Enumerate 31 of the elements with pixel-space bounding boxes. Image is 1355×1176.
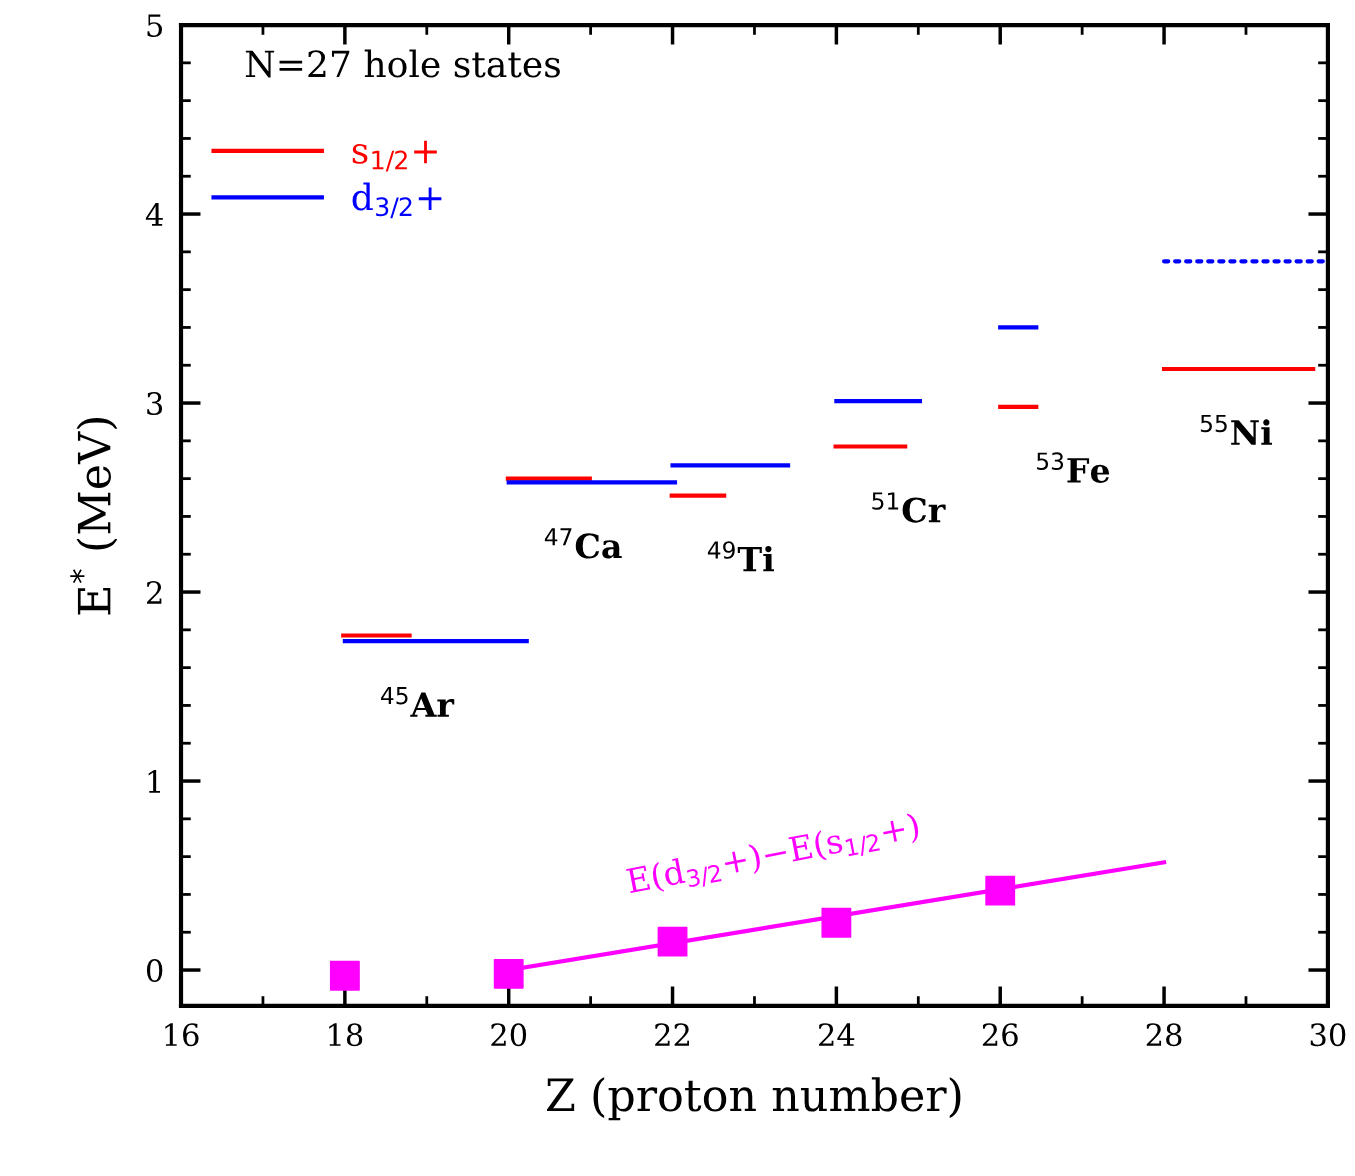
y-tick-label: 4 xyxy=(145,202,163,226)
x-tick-label: 20 xyxy=(491,1023,527,1047)
point xyxy=(493,958,524,989)
y-axis-title: E$^{*}$ (MeV) xyxy=(70,417,118,615)
x-tick-label: 16 xyxy=(165,1023,199,1047)
point xyxy=(329,960,360,991)
annotation: $^{53}$Fe xyxy=(1037,452,1110,483)
annotation: $^{49}$Ti xyxy=(707,541,775,572)
point xyxy=(821,907,852,938)
x-tick-label: 24 xyxy=(819,1023,855,1046)
x-axis-title: Z (proton number) xyxy=(547,1077,961,1121)
legend-label: d$_{3/2}$+ xyxy=(352,182,442,219)
x-tick-label: 30 xyxy=(1310,1023,1346,1047)
annotation: $^{51}$Cr xyxy=(872,492,946,523)
x-tick-label: 18 xyxy=(329,1023,363,1047)
y-tick-label: 0 xyxy=(146,958,163,983)
x-tick-label: 22 xyxy=(655,1023,689,1046)
x-tick-label: 26 xyxy=(982,1023,1018,1047)
y-tick-label: 5 xyxy=(147,14,162,38)
y-tick-label: 1 xyxy=(148,769,161,793)
y-tick-label: 3 xyxy=(147,391,163,416)
x-tick-label: 28 xyxy=(1146,1023,1182,1047)
annotation: N=27 hole states xyxy=(245,49,560,78)
point xyxy=(657,926,688,957)
legend-label: s$_{1/2}$+ xyxy=(352,140,437,172)
point xyxy=(985,875,1016,906)
annotation: $^{55}$Ni xyxy=(1200,414,1273,445)
annotation: $^{47}$Ca xyxy=(544,528,622,559)
y-tick-label: 2 xyxy=(146,580,162,604)
text: E(d$_{3/2}$+)−E(s$_{1/2}$+) xyxy=(625,812,922,901)
annotation: $^{45}$Ar xyxy=(381,687,455,717)
